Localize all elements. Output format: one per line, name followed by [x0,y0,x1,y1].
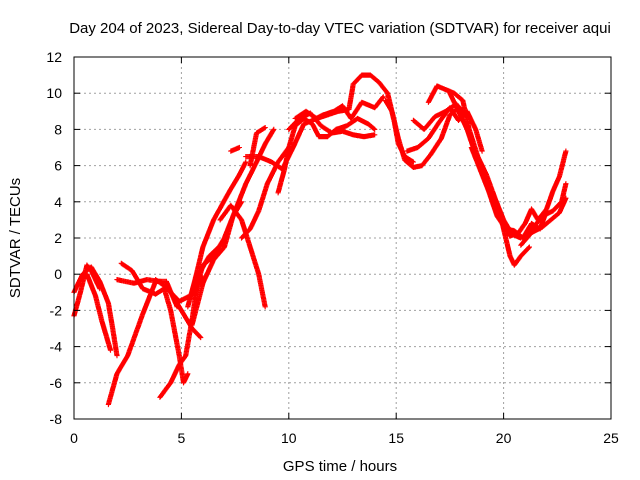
x-axis-label: GPS time / hours [283,458,397,475]
axis-ticks: 0 5 10 15 20 25 -8 -6 -4 -2 0 2 4 6 8 10 12 [46,49,619,446]
y-tick-label: 6 [54,158,62,174]
chart-title: Day 204 of 2023, Sidereal Day-to-day VTE… [69,20,611,37]
x-tick-label: 10 [281,430,297,446]
series-markers [84,271,114,353]
y-tick-label: 10 [46,85,62,101]
series-track-28 [522,181,569,241]
series-markers [243,94,386,172]
y-tick-label: 4 [54,194,62,210]
series-track-11 [191,126,277,299]
y-tick-label: -4 [50,339,63,355]
series-markers [228,144,242,154]
y-tick-label: 12 [46,49,62,65]
y-tick-label: 0 [54,266,62,282]
y-tick-label: -2 [50,302,63,318]
y-tick-label: 2 [54,230,62,246]
x-tick-label: 0 [70,430,78,446]
x-tick-label: 5 [178,430,186,446]
series-markers [185,159,249,310]
series-track-6 [118,260,191,386]
series-markers [382,97,462,170]
data-points [71,72,569,408]
x-tick-label: 15 [388,430,404,446]
x-tick-label: 20 [496,430,512,446]
y-tick-label: -8 [50,411,63,427]
y-axis-label: SDTVAR / TECUs [7,178,24,298]
series-track-3 [84,271,114,353]
x-tick-label: 25 [603,430,619,446]
series-markers [522,181,569,241]
series-track-8 [153,277,204,341]
series-track-12 [217,202,268,310]
series-markers [217,202,268,310]
series-markers [275,115,378,196]
series-markers [118,260,191,386]
series-track-9 [185,159,249,310]
y-tick-label: 8 [54,121,62,137]
series-track-17 [275,115,378,196]
y-tick-label: -6 [50,375,63,391]
series-markers [191,126,277,299]
series-markers [153,277,204,341]
series-track-13 [228,144,242,154]
series-track-20 [382,97,462,170]
series-track-16 [243,94,386,172]
